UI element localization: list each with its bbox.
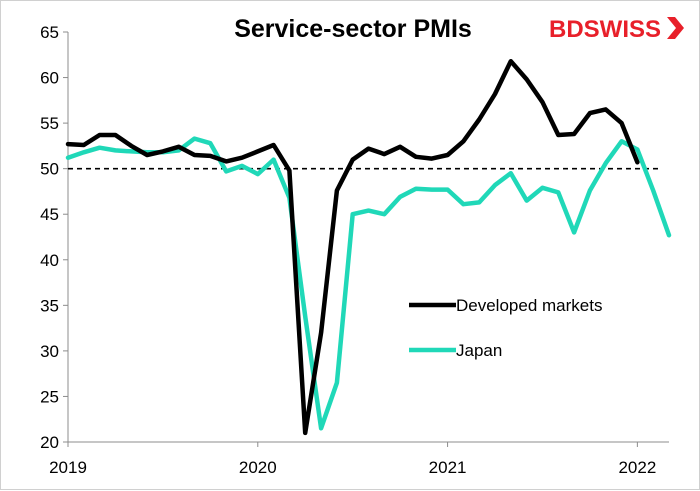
y-tick-label: 40 [40,251,59,270]
y-tick-label: 50 [40,160,59,179]
x-tick-label: 2021 [429,458,467,477]
legend: Developed markets Japan [409,296,602,360]
y-tick-label: 30 [40,342,59,361]
logo-chevron-icon [667,17,684,39]
chart-title: Service-sector PMIs [234,15,472,43]
y-tick-label: 60 [40,69,59,88]
y-tick-label: 25 [40,387,59,406]
y-tick-label: 65 [40,23,59,42]
series-layer [65,58,672,436]
x-tick-label: 2019 [49,458,87,477]
axes: 20 25 30 35 40 45 50 55 60 65 2019 2020 2021 2022 [40,23,669,477]
legend-label-developed-markets: Developed markets [456,296,602,315]
x-tick-label: 2020 [239,458,277,477]
legend-label-japan: Japan [456,341,502,360]
y-tick-label: 20 [40,433,59,452]
svg-text:BDSWISS: BDSWISS [549,16,661,43]
series-line-japan [65,136,672,431]
series-line-developed-markets [65,58,640,436]
y-tick-label: 35 [40,296,59,315]
logo-text-bd: BD [549,16,584,43]
logo-text-swiss: SWISS [584,16,661,43]
y-tick-label: 45 [40,205,59,224]
y-tick-label: 55 [40,114,59,133]
brand-logo: BDSWISS [549,16,684,43]
x-tick-label: 2022 [618,458,656,477]
